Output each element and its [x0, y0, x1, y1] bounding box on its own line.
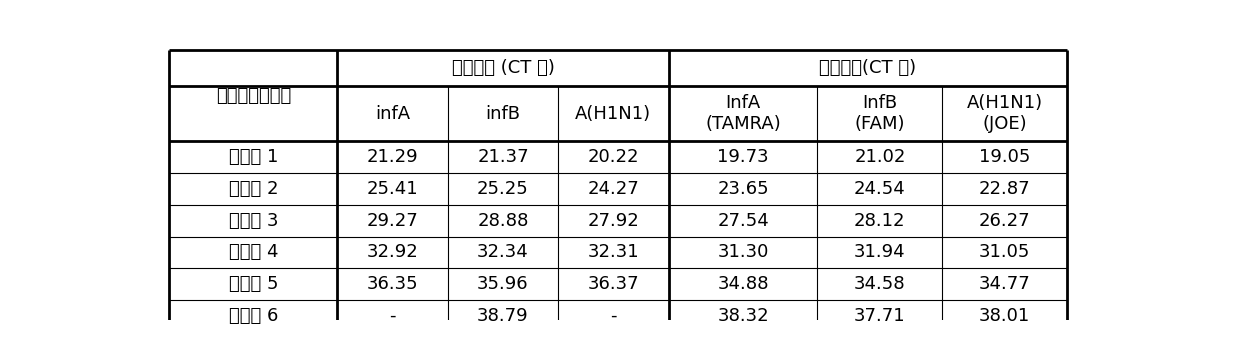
Text: 31.05: 31.05 [979, 243, 1031, 261]
Text: 32.31: 32.31 [587, 243, 639, 261]
Text: 27.92: 27.92 [587, 212, 639, 230]
Text: 36.37: 36.37 [587, 275, 639, 293]
Text: 24.54: 24.54 [854, 180, 906, 198]
Text: 19.73: 19.73 [717, 148, 769, 166]
Text: InfB
(FAM): InfB (FAM) [855, 94, 906, 133]
Text: 21.29: 21.29 [367, 148, 419, 166]
Text: A(H1N1)
(JOE): A(H1N1) (JOE) [966, 94, 1043, 133]
Text: 29.27: 29.27 [367, 212, 419, 230]
Text: 稀释度 4: 稀释度 4 [228, 243, 278, 261]
Text: 21.02: 21.02 [854, 148, 906, 166]
Text: 23.65: 23.65 [717, 180, 769, 198]
Text: 34.77: 34.77 [979, 275, 1031, 293]
Text: 20.22: 20.22 [587, 148, 639, 166]
Text: infB: infB [486, 104, 520, 122]
Text: infA: infA [375, 104, 410, 122]
Text: 36.35: 36.35 [367, 275, 419, 293]
Text: 稀释度 2: 稀释度 2 [228, 180, 278, 198]
Text: 22.87: 22.87 [979, 180, 1031, 198]
Text: 38.32: 38.32 [717, 307, 769, 325]
Text: 多重试剂(CT 値): 多重试剂(CT 値) [819, 59, 917, 77]
Text: A(H1N1): A(H1N1) [575, 104, 652, 122]
Text: 26.27: 26.27 [979, 212, 1031, 230]
Text: 稀释度 3: 稀释度 3 [228, 212, 278, 230]
Text: 32.34: 32.34 [477, 243, 529, 261]
Text: 38.79: 38.79 [477, 307, 529, 325]
Text: -: - [610, 307, 617, 325]
Text: 19.05: 19.05 [979, 148, 1031, 166]
Text: 阳性模板稀释度: 阳性模板稀释度 [216, 87, 291, 104]
Text: 稀释度 6: 稀释度 6 [229, 307, 278, 325]
Text: 38.01: 38.01 [979, 307, 1031, 325]
Text: 34.88: 34.88 [717, 275, 768, 293]
Text: 稀释度 5: 稀释度 5 [228, 275, 278, 293]
Text: 27.54: 27.54 [717, 212, 769, 230]
Text: 37.71: 37.71 [854, 307, 906, 325]
Text: 31.30: 31.30 [717, 243, 768, 261]
Text: -: - [389, 307, 395, 325]
Text: InfA
(TAMRA): InfA (TAMRA) [705, 94, 781, 133]
Text: 28.12: 28.12 [854, 212, 906, 230]
Text: 24.27: 24.27 [587, 180, 639, 198]
Text: 31.94: 31.94 [854, 243, 906, 261]
Text: 21.37: 21.37 [477, 148, 529, 166]
Text: 28.88: 28.88 [477, 212, 529, 230]
Text: 25.25: 25.25 [477, 180, 529, 198]
Text: 25.41: 25.41 [367, 180, 419, 198]
Text: 稀释度 1: 稀释度 1 [229, 148, 278, 166]
Text: 单重试剂 (CT 値): 单重试剂 (CT 値) [451, 59, 554, 77]
Text: 35.96: 35.96 [477, 275, 529, 293]
Text: 34.58: 34.58 [854, 275, 906, 293]
Text: 32.92: 32.92 [367, 243, 419, 261]
